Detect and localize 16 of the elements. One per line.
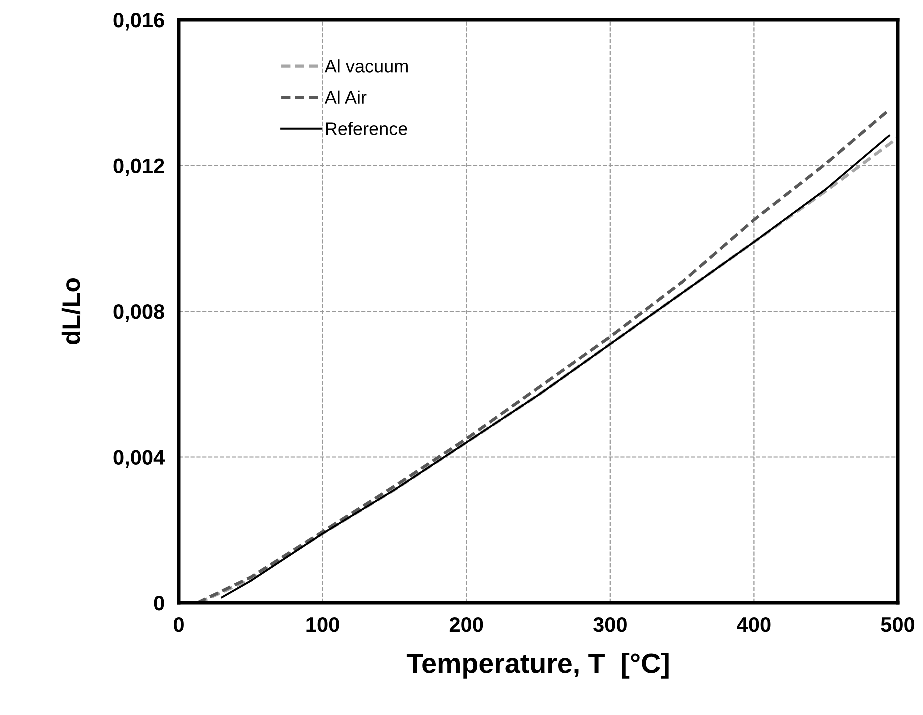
y-tick-label: 0,016 (114, 13, 164, 31)
x-tick-label: 300 (594, 617, 627, 632)
legend-label: Reference (326, 122, 408, 136)
x-axis-title: Temperature, T [°C] (406, 652, 669, 679)
y-tick-label: 0,004 (114, 450, 166, 468)
y-tick-label: 0,012 (114, 158, 164, 177)
legend-label: Al Air (324, 90, 367, 104)
y-tick-label: 0 (154, 596, 164, 611)
x-tick-label: 400 (737, 617, 771, 632)
x-tick-label: 100 (306, 617, 340, 632)
y-axis-title: dL/Lo (62, 278, 81, 344)
legend-label: Al vacuum (324, 60, 408, 73)
x-tick-label: 200 (450, 617, 484, 632)
x-tick-label: 500 (881, 617, 915, 632)
x-tick-label: 0 (174, 617, 184, 632)
y-tick-label: 0,008 (114, 304, 164, 322)
